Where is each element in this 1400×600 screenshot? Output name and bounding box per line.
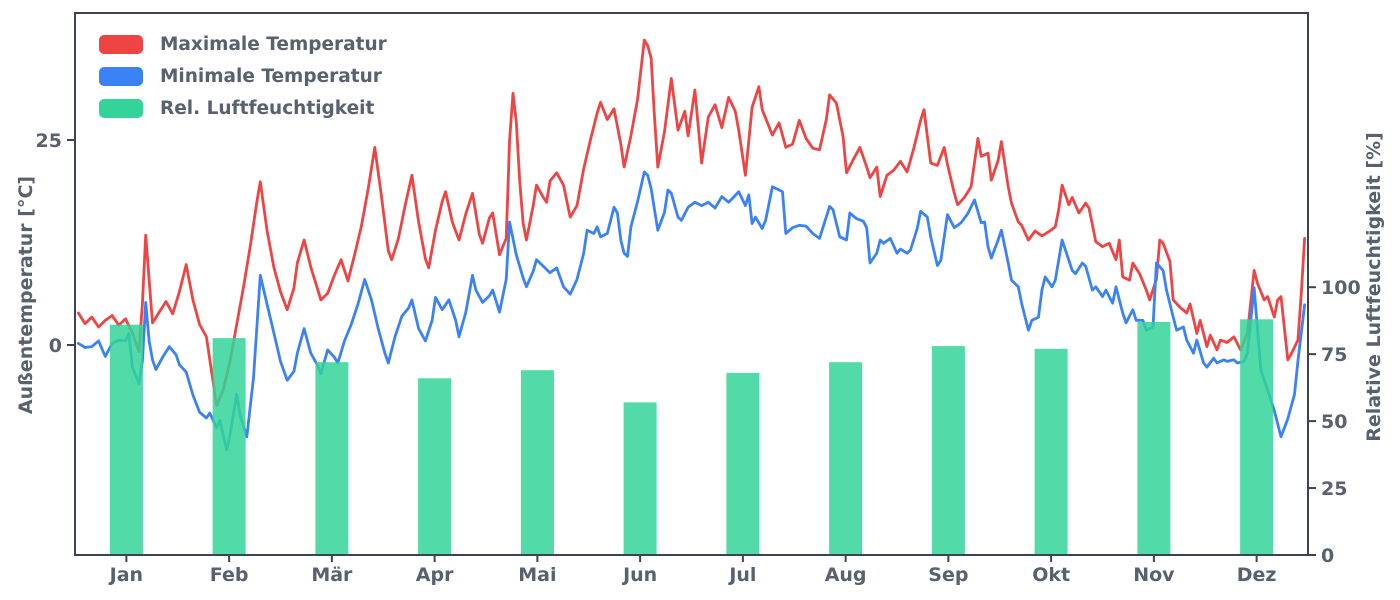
legend-label-min-temp: Minimale Temperatur [160, 66, 382, 87]
legend-swatch-max-temp-icon [99, 35, 143, 54]
month-tick-label-Nov: Nov [1133, 564, 1175, 586]
left-tick-label-0: 0 [49, 335, 62, 357]
month-tick-label-Dez: Dez [1237, 564, 1277, 586]
month-tick-label-Mär: Mär [311, 564, 353, 586]
max-temp-line [77, 38, 1306, 408]
humidity-bar-Dez [1240, 319, 1274, 555]
legend-swatch-humidity-icon [99, 99, 143, 118]
humidity-bar-Mär [315, 362, 349, 555]
month-tick-label-Jul: Jul [727, 564, 756, 586]
plot-border [74, 12, 1309, 556]
legend-item-humidity[interactable]: Rel. Luftfeuchtigkeit [99, 98, 387, 119]
humidity-bar-Jul [726, 372, 760, 555]
legend-swatch-min-temp-icon [99, 67, 143, 86]
legend-item-min-temp[interactable]: Minimale Temperatur [99, 66, 387, 87]
humidity-bar-Apr [418, 378, 452, 555]
legend-label-humidity: Rel. Luftfeuchtigkeit [160, 98, 375, 119]
right-tick-label-25: 25 [1321, 478, 1347, 500]
humidity-bar-Mai [520, 370, 554, 555]
month-tick-label-Jan: Jan [108, 564, 143, 586]
right-tick-label-50: 50 [1321, 411, 1347, 433]
min-temp-line [77, 170, 1306, 452]
right-axis-title: Relative Luftfeuchtigkeit [%] [1363, 132, 1385, 442]
legend-item-max-temp[interactable]: Maximale Temperatur [99, 34, 387, 55]
humidity-bar-Sep [931, 346, 965, 555]
right-tick-label-100: 100 [1321, 277, 1361, 299]
humidity-bar-Jun [623, 402, 657, 555]
month-tick-label-Okt: Okt [1032, 564, 1070, 586]
right-tick-label-75: 75 [1321, 344, 1347, 366]
legend: Maximale Temperatur Minimale Temperatur … [99, 34, 387, 119]
humidity-bar-Jan [109, 324, 143, 555]
left-tick-label-25: 25 [36, 130, 62, 152]
month-tick-label-Mai: Mai [518, 564, 556, 586]
humidity-bar-Aug [829, 362, 863, 555]
month-tick-label-Jun: Jun [621, 564, 657, 586]
humidity-bar-Okt [1034, 348, 1068, 555]
month-tick-label-Sep: Sep [928, 564, 968, 586]
humidity-bar-Feb [212, 338, 246, 555]
humidity-bar-Nov [1137, 322, 1171, 555]
legend-label-max-temp: Maximale Temperatur [160, 34, 387, 55]
left-axis-title: Außentemperatur [°C] [15, 175, 37, 415]
right-tick-label-0: 0 [1321, 545, 1334, 567]
month-tick-label-Apr: Apr [416, 564, 454, 586]
month-tick-label-Feb: Feb [210, 564, 249, 586]
month-tick-label-Aug: Aug [825, 564, 867, 586]
